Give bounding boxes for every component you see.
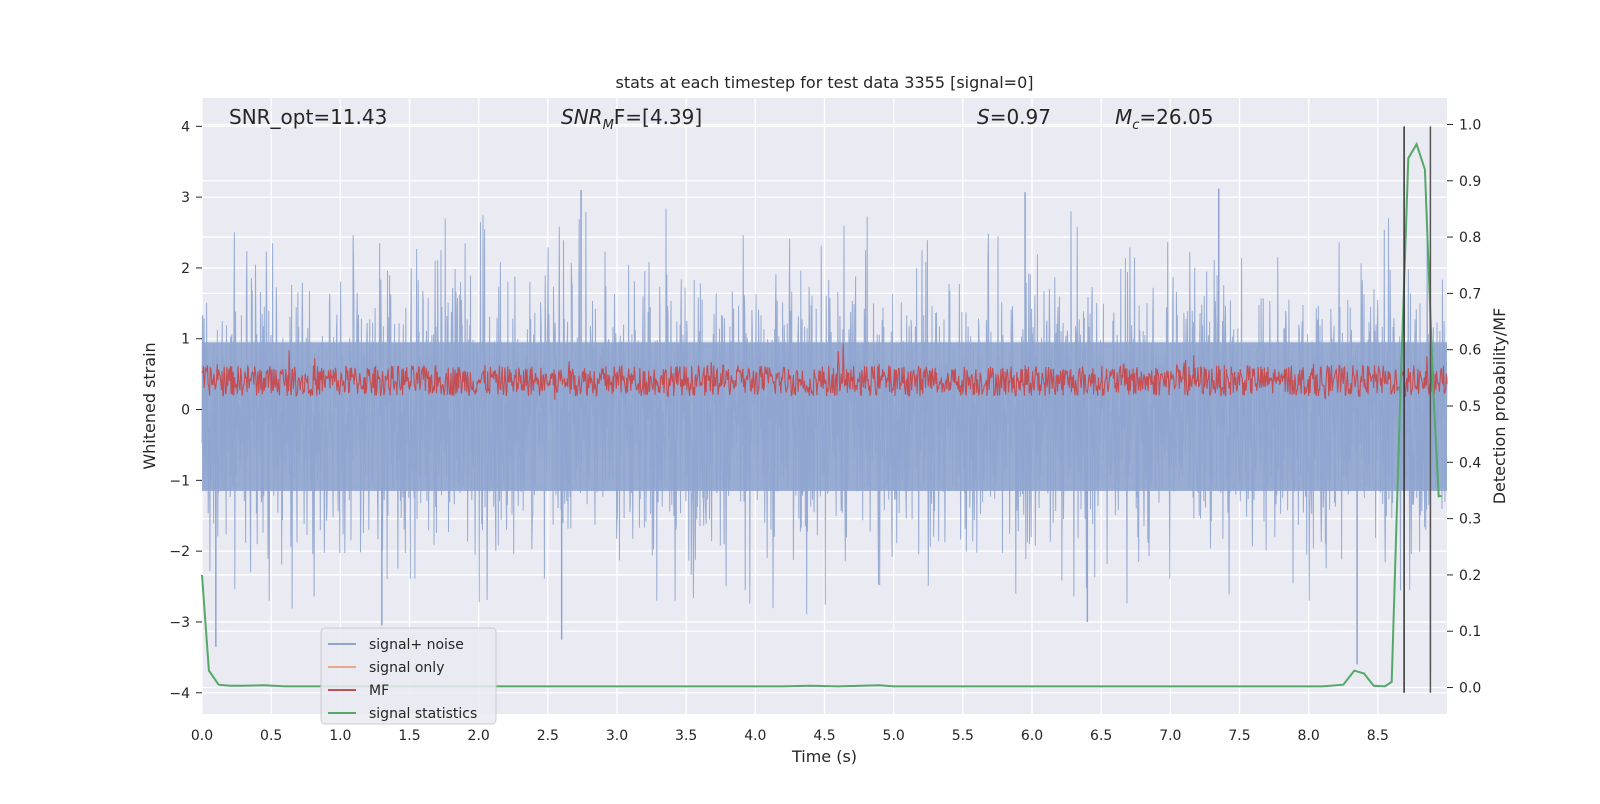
chart-title: stats at each timestep for test data 335… [615, 73, 1033, 92]
x-tick-label: 8.0 [1298, 728, 1320, 744]
y2-axis-label: Detection probability/MF [1490, 308, 1509, 505]
mf-series [201, 343, 1448, 400]
annotation-s-rest: =0.97 [990, 105, 1051, 129]
signal-statistics-line [201, 141, 1442, 688]
x-tick-label: 1.5 [398, 728, 420, 744]
annotation-s-main: S [977, 105, 990, 129]
annotation-snr-mf-sub: M [603, 118, 614, 133]
annotation-mc-sub: c [1132, 118, 1139, 133]
y2-tick-label: 0.7 [1459, 286, 1481, 302]
y2-tick-label: 0.9 [1459, 174, 1481, 190]
signal-statistics-series [201, 141, 1442, 688]
x-tick-label: 0.5 [260, 728, 282, 744]
x-tick-label: 4.5 [813, 728, 835, 744]
annotation-snr-mf-main: SNR [561, 105, 603, 129]
x-tick-label: 4.0 [744, 728, 766, 744]
legend-label: signal only [369, 660, 444, 676]
y-tick-label: 0 [181, 403, 190, 419]
y2-tick-label: 0.5 [1459, 399, 1481, 415]
y-axis-label: Whitened strain [140, 342, 159, 469]
x-tick-label: 2.0 [468, 728, 490, 744]
x-tick-label: 8.5 [1367, 728, 1389, 744]
legend-label: MF [369, 683, 389, 699]
x-tick-label: 1.0 [329, 728, 351, 744]
y2-tick-label: 0.2 [1459, 568, 1481, 584]
x-tick-label: 0.0 [191, 728, 213, 744]
x-tick-label: 3.0 [606, 728, 628, 744]
y-tick-label: −3 [169, 615, 190, 631]
x-axis-ticks: 0.0 0.5 1.0 1.5 2.0 2.5 3.0 3.5 4.0 4.5 5.0 5.5 6.0 6… [191, 728, 1389, 744]
x-tick-label: 5.0 [883, 728, 905, 744]
annotation-mc: Mc=26.05 [1115, 105, 1213, 133]
y2-tick-label: 0.1 [1459, 624, 1481, 640]
legend-box [320, 627, 497, 725]
y2-tick-label: 0.8 [1459, 230, 1481, 246]
annotation-snr-mf: SNRMF=[4.39] [561, 105, 702, 133]
annotation-s: S=0.97 [977, 105, 1051, 129]
annotation-snr-mf-rest: F=[4.39] [614, 105, 702, 129]
y-tick-label: −4 [169, 686, 190, 702]
mf-line [201, 343, 1448, 400]
y-axis-ticks: 4 3 2 1 0 −1 −2 −3 −4 [169, 119, 202, 702]
x-tick-label: 7.5 [1228, 728, 1250, 744]
annotation-snr-opt: SNR_opt=11.43 [229, 105, 387, 129]
y2-tick-label: 1.0 [1459, 117, 1481, 133]
y-tick-label: 4 [181, 119, 190, 135]
annotation-mc-rest: =26.05 [1139, 105, 1213, 129]
y2-tick-label: 0.0 [1459, 681, 1481, 697]
legend-label: signal statistics [369, 706, 477, 722]
y-tick-label: 3 [181, 190, 190, 206]
y-tick-label: 1 [181, 332, 190, 348]
noise-series [201, 188, 1448, 672]
y2-tick-label: 0.6 [1459, 343, 1481, 359]
y2-axis-ticks: 1.0 0.9 0.8 0.7 0.6 0.5 0.4 0.3 0.2 0.1 0.0 [1447, 117, 1481, 697]
x-tick-label: 6.0 [1021, 728, 1043, 744]
x-axis-label: Time (s) [791, 747, 857, 766]
noise-core [202, 342, 1447, 491]
y-tick-label: −1 [169, 473, 190, 489]
y2-tick-label: 0.4 [1459, 455, 1481, 471]
x-tick-label: 2.5 [537, 728, 559, 744]
x-tick-label: 3.5 [675, 728, 697, 744]
y-tick-label: −2 [169, 544, 190, 560]
vertical-markers [1403, 126, 1432, 693]
legend: signal+ noise signal only MF signal statist… [320, 627, 497, 725]
y-tick-label: 2 [181, 261, 190, 277]
x-tick-label: 5.5 [952, 728, 974, 744]
annotation-mc-main: M [1115, 105, 1132, 129]
x-tick-label: 7.0 [1159, 728, 1181, 744]
legend-label: signal+ noise [369, 637, 464, 653]
y2-tick-label: 0.3 [1459, 512, 1481, 528]
x-tick-label: 6.5 [1090, 728, 1112, 744]
